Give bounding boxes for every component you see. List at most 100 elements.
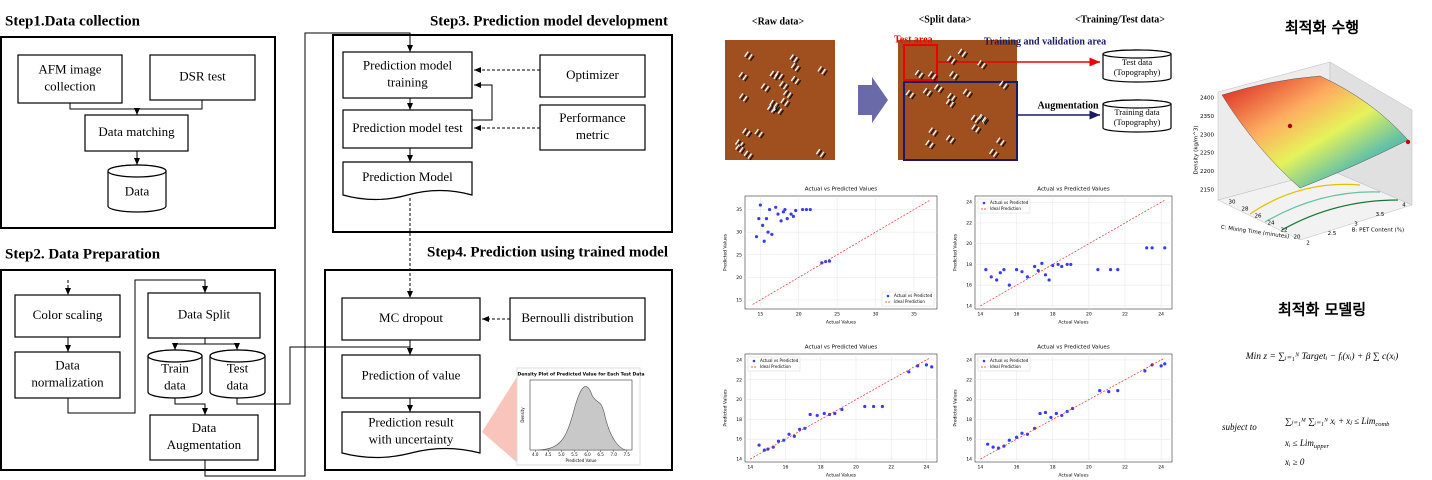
process-box bbox=[17, 54, 123, 104]
y-label: B: PET Content (%) bbox=[1352, 228, 1404, 234]
afm-feature bbox=[741, 127, 747, 134]
node-label: Data matching bbox=[98, 124, 175, 139]
afm-feature bbox=[920, 73, 925, 80]
y-tick-label: 20 bbox=[966, 241, 972, 247]
afm-feature bbox=[914, 69, 920, 76]
area-label: Test area bbox=[894, 34, 933, 45]
z-tick-label: 2150 bbox=[1200, 188, 1214, 194]
z-tick-label: 2200 bbox=[1200, 169, 1214, 175]
point bbox=[833, 411, 837, 416]
legend-label: Actual vs Predicted bbox=[760, 358, 799, 363]
step-title: Step1.Data collection bbox=[5, 13, 141, 29]
step-title: Step3. Prediction model development bbox=[430, 13, 668, 29]
point bbox=[984, 268, 988, 272]
x-label: Actual Values bbox=[1058, 320, 1089, 326]
y-tick-label: 14 bbox=[736, 457, 742, 463]
constraint-text: xᵢ ≥ 0 bbox=[1284, 457, 1305, 467]
legend-label: Ideal Prediction bbox=[990, 206, 1021, 211]
point bbox=[801, 207, 805, 212]
afm-feature bbox=[788, 93, 794, 100]
afm-feature bbox=[933, 75, 939, 81]
afm-feature bbox=[939, 88, 945, 94]
afm-feature bbox=[772, 108, 778, 115]
point bbox=[758, 203, 762, 207]
afm-feature bbox=[786, 92, 792, 98]
afm-feature bbox=[951, 72, 956, 79]
afm-feature bbox=[747, 132, 753, 138]
document bbox=[342, 161, 473, 201]
point bbox=[782, 438, 786, 442]
afm-feature bbox=[743, 129, 749, 135]
y-label: Predicted Values bbox=[953, 389, 959, 427]
x-tick-label: 14 bbox=[747, 465, 753, 471]
afm-feature bbox=[817, 66, 822, 72]
ideal-line bbox=[980, 357, 1165, 460]
point bbox=[766, 447, 770, 451]
point bbox=[1051, 263, 1055, 268]
afm-feature bbox=[937, 86, 943, 93]
node-label: Optimizer bbox=[566, 67, 619, 82]
point bbox=[989, 275, 993, 279]
legend bbox=[747, 356, 801, 372]
tick-label: 5.5 bbox=[571, 452, 578, 457]
afm-feature bbox=[784, 100, 789, 107]
afm-feature bbox=[790, 62, 796, 69]
afm-feature bbox=[784, 90, 790, 97]
panel-label: <Raw data> bbox=[752, 16, 805, 27]
point bbox=[757, 217, 761, 221]
point bbox=[1043, 410, 1048, 415]
afm-feature bbox=[736, 140, 742, 147]
point bbox=[1108, 268, 1113, 272]
afm-feature bbox=[946, 55, 952, 62]
afm-feature bbox=[779, 109, 785, 116]
afm-feature bbox=[746, 52, 751, 59]
afm-feature bbox=[950, 95, 956, 101]
afm-feature bbox=[983, 118, 988, 124]
tick-label: 7.5 bbox=[624, 452, 631, 457]
point bbox=[762, 448, 766, 452]
afm-feature bbox=[929, 142, 934, 149]
point bbox=[785, 217, 789, 221]
point bbox=[1150, 246, 1154, 250]
point bbox=[840, 407, 844, 412]
afm-feature bbox=[748, 54, 753, 60]
afm-feature bbox=[740, 148, 746, 154]
afm-feature bbox=[762, 84, 768, 91]
afm-feature bbox=[927, 71, 933, 77]
afm-feature bbox=[792, 77, 798, 83]
x-tick-label: 30 bbox=[1229, 200, 1236, 206]
afm-feature bbox=[795, 58, 800, 64]
y-tick-label: 3.5 bbox=[1376, 212, 1385, 218]
afm-feature bbox=[928, 127, 933, 133]
chart-title: Actual vs Predicted Values bbox=[1037, 345, 1110, 351]
constraint: xᵢ ≤ Limupper bbox=[1284, 438, 1330, 450]
afm-feature bbox=[924, 89, 930, 95]
point bbox=[1049, 415, 1053, 420]
y-tick-label: 14 bbox=[966, 457, 972, 463]
afm-feature bbox=[742, 74, 747, 81]
afm-feature bbox=[950, 58, 956, 64]
plot-area bbox=[744, 353, 938, 463]
inset-title: Density Plot of Predicted Value for Each… bbox=[517, 372, 644, 378]
point bbox=[794, 208, 798, 213]
x-label: Actual Values bbox=[826, 473, 857, 479]
node-label: Prediction of value bbox=[362, 367, 461, 382]
point bbox=[776, 212, 780, 216]
afm-feature bbox=[927, 141, 932, 147]
afm-feature bbox=[951, 102, 957, 109]
afm-feature bbox=[750, 55, 755, 62]
process-box bbox=[14, 351, 121, 399]
afm-feature bbox=[957, 48, 963, 55]
process-box bbox=[147, 292, 261, 339]
y-tick-label: 20 bbox=[966, 397, 972, 403]
point bbox=[916, 364, 920, 368]
y-tick-label: 16 bbox=[966, 437, 972, 443]
afm-feature bbox=[948, 93, 954, 100]
z-label: Density (kg/m^3) bbox=[1194, 126, 1200, 175]
constraint-sub: comb bbox=[1375, 421, 1390, 428]
y-tick-label: 2 bbox=[1306, 241, 1310, 247]
point bbox=[1020, 270, 1024, 274]
z-tick-label: 2300 bbox=[1200, 132, 1214, 138]
point bbox=[808, 207, 812, 212]
point bbox=[1163, 246, 1167, 250]
